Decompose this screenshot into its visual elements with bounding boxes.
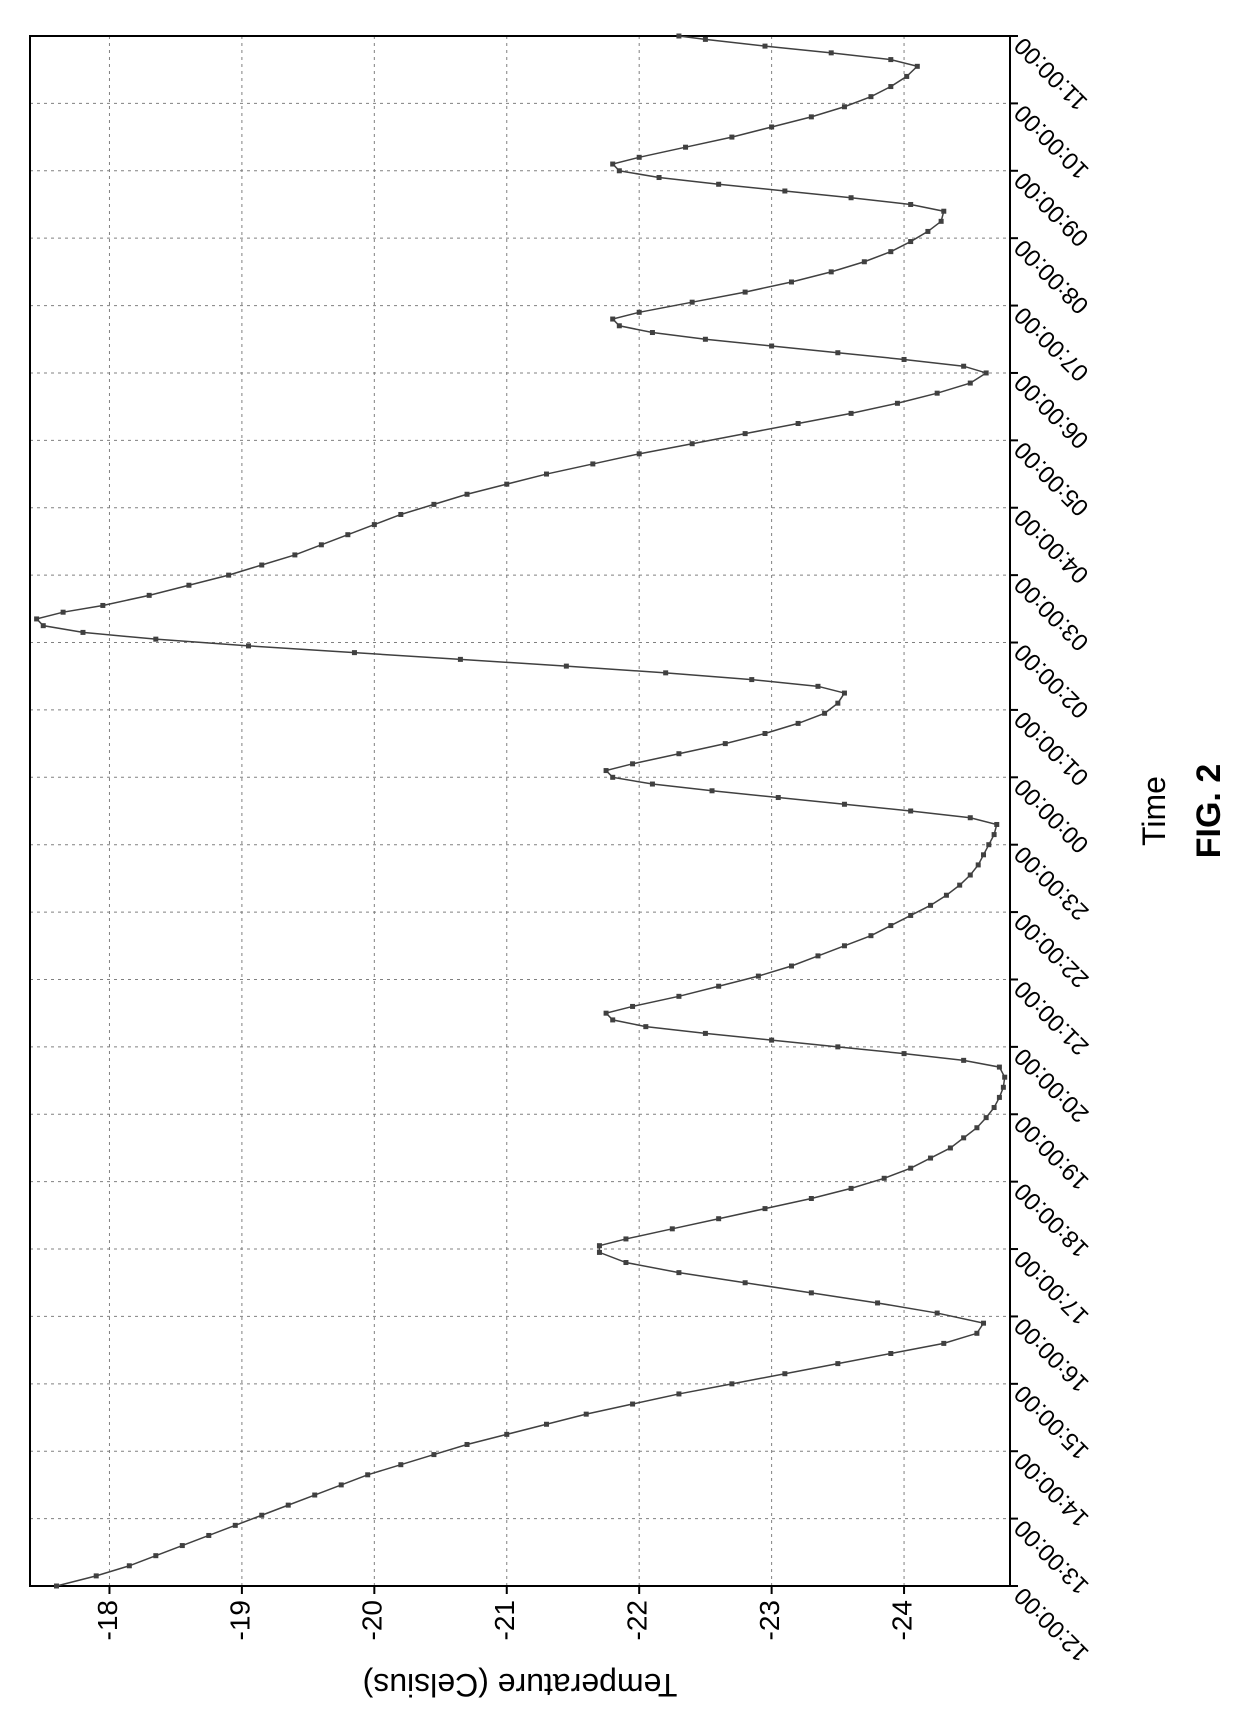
x-axis-title: Time: [1136, 776, 1172, 846]
y-tick-label: -21: [489, 1600, 520, 1640]
y-tick-label: -19: [224, 1600, 255, 1640]
figure-caption: FIG. 2: [1190, 764, 1228, 858]
y-tick-label: -24: [886, 1600, 917, 1640]
temperature-time-chart: -18-19-20-21-22-23-2412:00:0013:00:0014:…: [0, 0, 1240, 1736]
y-tick-label: -22: [622, 1600, 653, 1640]
y-tick-label: -18: [92, 1600, 123, 1640]
y-tick-label: -20: [357, 1600, 388, 1640]
y-axis-title: Temperature (Celsius): [363, 1667, 678, 1703]
rotated-chart-container: -18-19-20-21-22-23-2412:00:0013:00:0014:…: [0, 0, 1240, 1736]
y-tick-label: -23: [754, 1600, 785, 1640]
